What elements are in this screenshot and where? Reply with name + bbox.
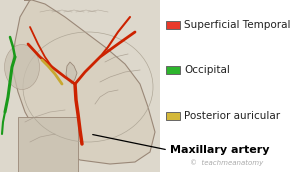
Polygon shape [66,62,77,84]
Text: Occipital: Occipital [184,65,230,75]
Text: Maxillary artery: Maxillary artery [170,145,270,155]
Bar [18,117,78,172]
Ellipse shape [4,45,39,89]
Polygon shape [12,0,155,164]
Text: ©  teachmeanatomy: © teachmeanatomy [190,159,263,166]
Bar [166,66,180,74]
Bar [166,112,180,120]
Bar [0,0,160,172]
Bar [160,0,294,172]
Text: Posterior auricular: Posterior auricular [184,111,280,121]
Bar [166,21,180,29]
Text: Superficial Temporal: Superficial Temporal [184,20,291,30]
